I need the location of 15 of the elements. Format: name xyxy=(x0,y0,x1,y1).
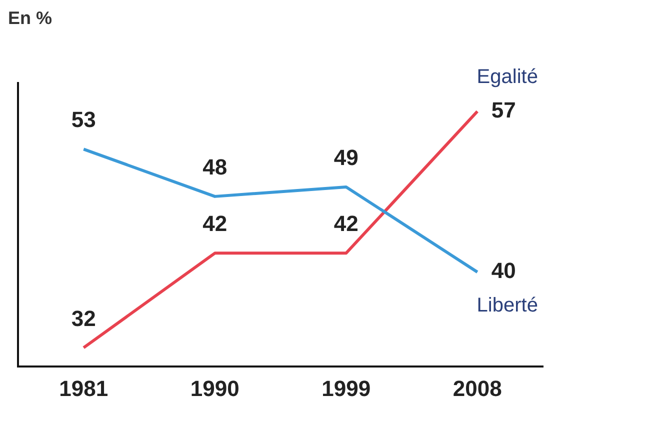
data-label: 53 xyxy=(71,107,96,132)
x-tick-label: 1990 xyxy=(190,376,240,401)
data-label: 42 xyxy=(202,211,228,236)
x-tick-label: 1981 xyxy=(59,376,108,401)
data-label: 32 xyxy=(71,306,96,331)
y-axis-title: En % xyxy=(8,8,54,29)
series-label: Liberté xyxy=(476,294,538,317)
data-label: 40 xyxy=(491,258,516,284)
data-label: 48 xyxy=(202,154,228,180)
x-tick-label: 2008 xyxy=(452,376,502,401)
data-label: 42 xyxy=(334,211,358,236)
x-tick-label: 1999 xyxy=(322,376,371,401)
series-label: Egalité xyxy=(476,66,538,88)
data-label: 57 xyxy=(491,97,516,122)
data-label: 49 xyxy=(334,145,358,170)
